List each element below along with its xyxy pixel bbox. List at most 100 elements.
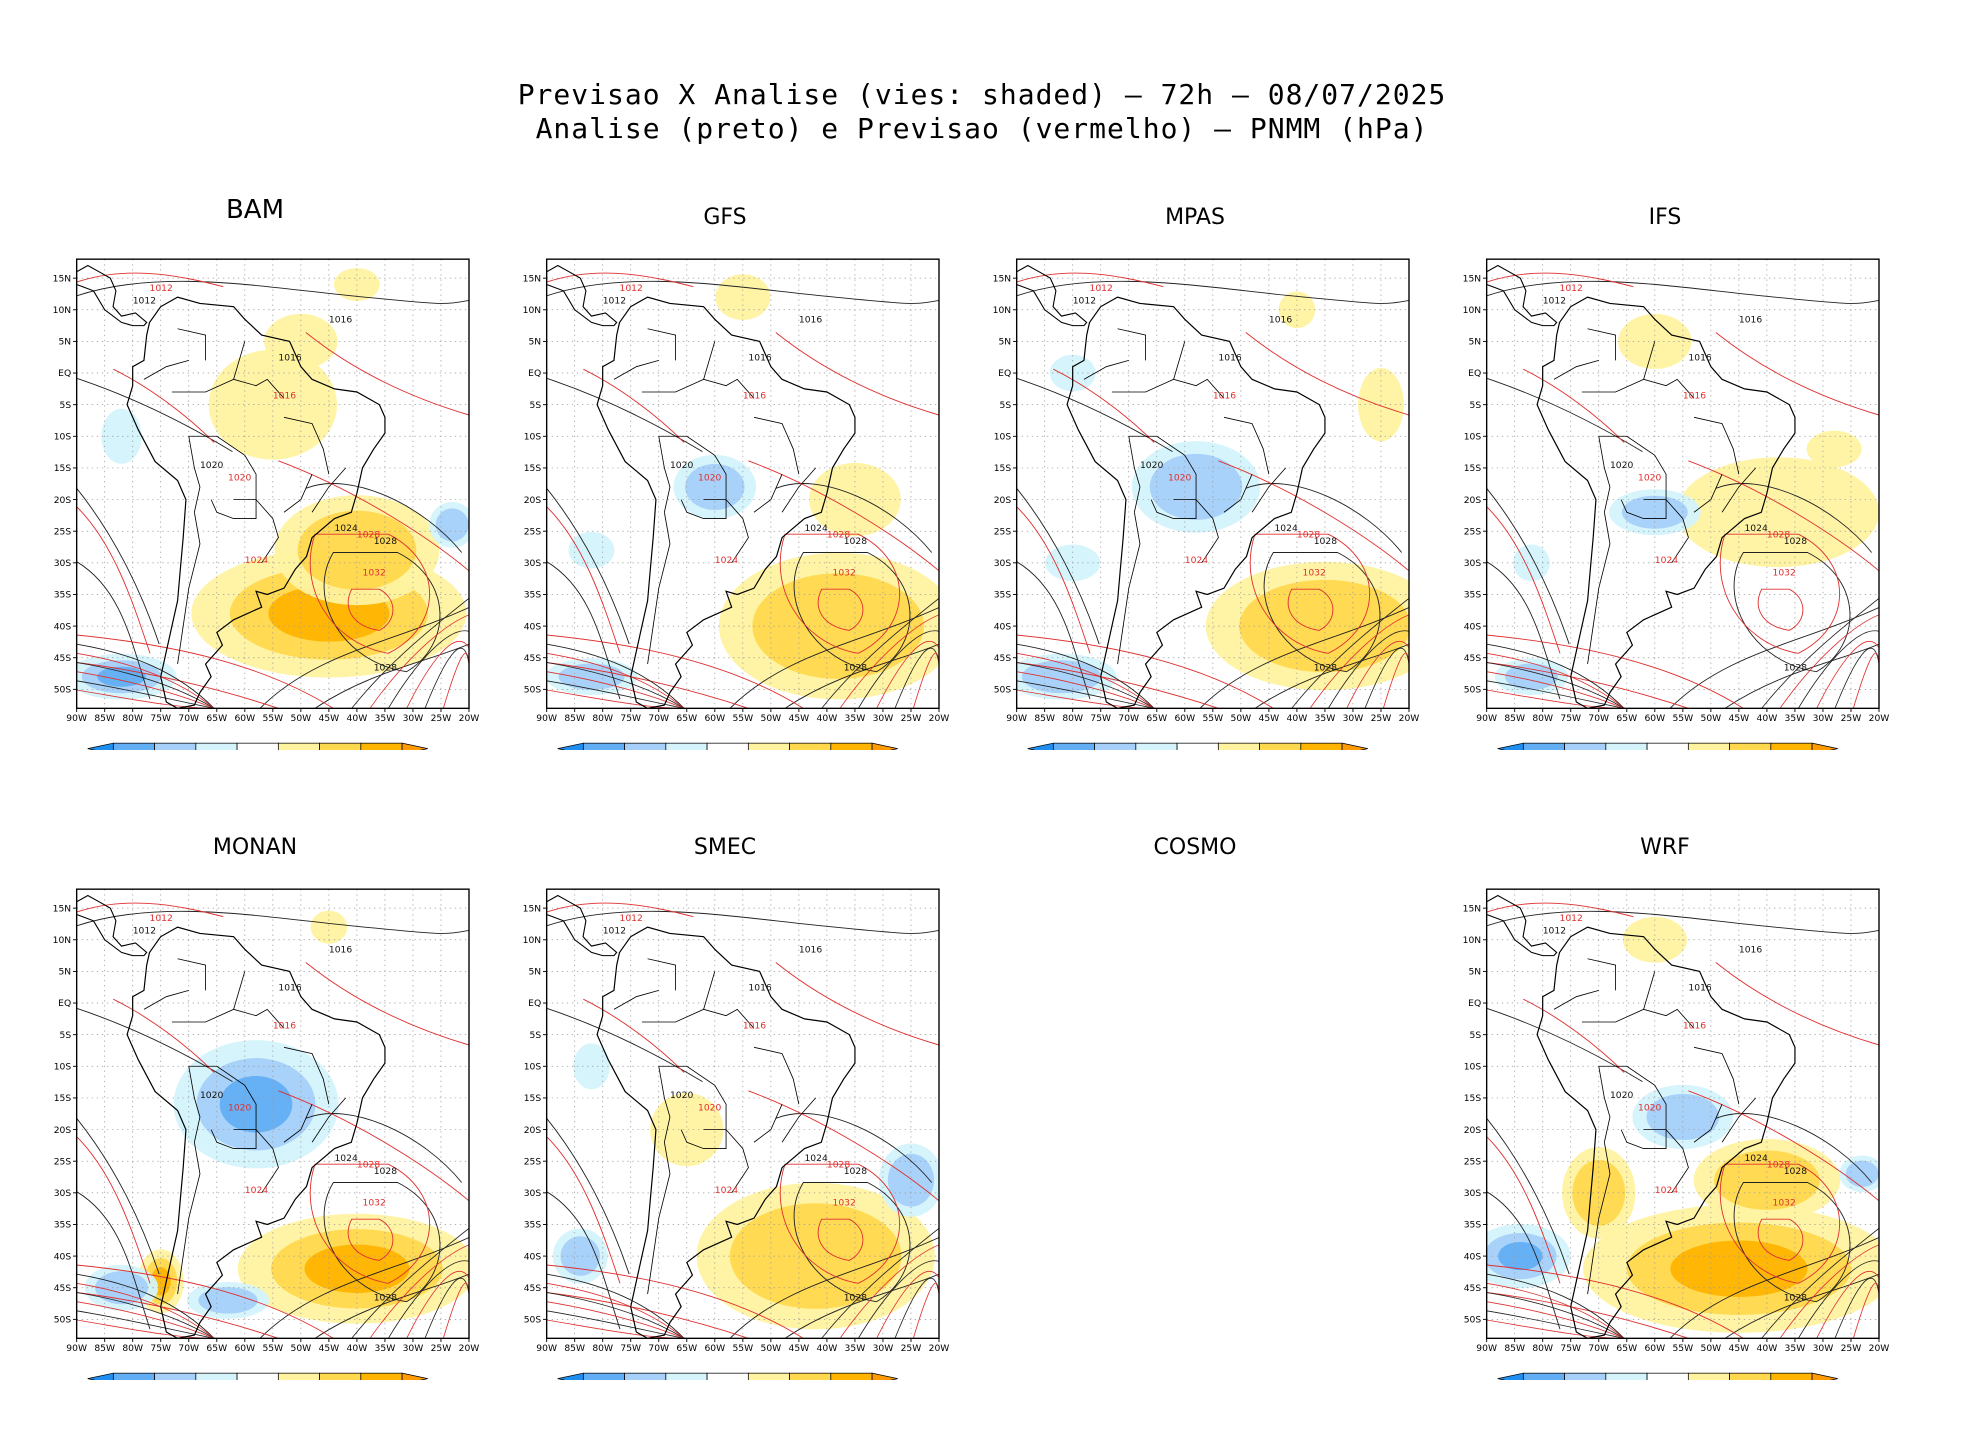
lon-label: 90W — [1006, 713, 1027, 724]
colorbar-arrow-low — [1027, 742, 1054, 750]
isobar-forecast — [583, 368, 685, 443]
isobar-label-analysis: 1028 — [374, 662, 397, 673]
colorbar-arrow-high — [1341, 742, 1368, 750]
lat-label: 10S — [524, 1062, 542, 1073]
isobar-dense — [546, 1273, 685, 1339]
colorbar-bin — [154, 1372, 197, 1380]
lat-label: 5S — [1470, 400, 1482, 411]
isobar-forecast — [1523, 998, 1625, 1073]
colorbar-bin — [1729, 1372, 1772, 1380]
isobar-dense — [839, 1244, 939, 1339]
lon-label: 25W — [1371, 713, 1392, 724]
isobar-dense — [76, 1292, 215, 1339]
colorbar-arrow-low — [1497, 1372, 1524, 1380]
isobar-label-forecast: 1020 — [698, 473, 721, 484]
colorbar-bin — [1605, 1372, 1648, 1380]
isobar-label-forecast: 1016 — [273, 390, 296, 401]
lon-label: 20W — [459, 1343, 480, 1354]
colorbar-bin — [1770, 742, 1813, 750]
colorbar-bin — [582, 742, 625, 750]
isobar-label-analysis: 1028 — [1784, 662, 1807, 673]
lon-label: 90W — [66, 713, 87, 724]
isobar-label-forecast: 1028 — [827, 530, 850, 541]
country-border — [171, 1008, 285, 1029]
colorbar-bin — [1094, 742, 1137, 750]
isobar-analysis — [1016, 280, 1409, 304]
isobar-dense — [1816, 1271, 1879, 1339]
bias-positive-area — [304, 1244, 410, 1293]
colorbar-bin — [112, 1372, 155, 1380]
country-border — [781, 467, 817, 513]
map-svg: 1012101610161020102410281028101210161020… — [1463, 888, 1889, 1380]
isobar-forecast — [1218, 460, 1409, 572]
lat-label: 10N — [53, 305, 72, 316]
lat-label: 40S — [54, 621, 72, 632]
panel-title: BAM — [225, 195, 285, 225]
isobar-label-analysis: 1012 — [1543, 295, 1566, 306]
lon-label: 75W — [150, 1343, 171, 1354]
bias-positive-area — [1714, 1150, 1820, 1210]
lat-label: EQ — [1468, 368, 1481, 379]
isobar-label-analysis: 1028 — [374, 536, 397, 547]
country-border — [311, 1097, 347, 1143]
isobar-dense — [1016, 671, 1155, 709]
colorbar-bin — [1646, 1372, 1689, 1380]
isobar-forecast — [1688, 460, 1879, 572]
isobar-dense — [1016, 662, 1155, 709]
isobar-analysis — [1486, 1118, 1570, 1275]
lat-label: 15N — [1463, 903, 1482, 914]
isobar-dense — [424, 648, 469, 709]
country-border — [647, 512, 671, 665]
country-border — [311, 467, 347, 513]
map-frame — [75, 258, 470, 710]
isobar-dense — [1486, 680, 1625, 709]
lat-label: 45S — [1464, 653, 1482, 664]
lat-label: EQ — [528, 998, 541, 1009]
bias-negative-area — [568, 531, 615, 569]
lon-label: 35W — [845, 713, 866, 724]
panel-bam: BAM 1012 1016 1016 1020 1024 1028 1028 1012 1016 1… — [40, 190, 480, 750]
lon-label: 35W — [1315, 713, 1336, 724]
isobar-analysis — [259, 607, 469, 709]
colorbar-bin — [624, 742, 667, 750]
lat-label: 50S — [524, 1315, 542, 1326]
isobar-forecast — [1715, 962, 1879, 1046]
isobar-dense — [406, 641, 469, 709]
isobar-forecast — [1719, 533, 1841, 654]
isobar-label-forecast: 1024 — [245, 1185, 268, 1196]
lon-label: 45W — [319, 713, 340, 724]
isobar-label-analysis: 1012 — [1073, 295, 1096, 306]
country-border — [177, 512, 201, 665]
panel-smec: SMEC 1012 1016 1016 1020 1024 1028 1028 1012 1016… — [510, 820, 950, 1380]
colorbar-bin — [665, 742, 708, 750]
country-border — [1620, 499, 1667, 519]
isobar-dense — [1834, 1278, 1879, 1339]
isobar-dense — [424, 1278, 469, 1339]
colorbar-bin — [236, 1372, 279, 1380]
isobar-label-forecast: 1020 — [228, 1103, 251, 1114]
isobar-dense — [76, 643, 215, 709]
colorbar-bin — [747, 1372, 790, 1380]
lat-label: 20S — [54, 1125, 72, 1136]
isobar-label-analysis: 1028 — [1784, 536, 1807, 547]
colorbar-arrow-high — [871, 742, 898, 750]
lon-label: 20W — [929, 1343, 950, 1354]
colorbar: -4-3-2-11234 — [1497, 742, 1838, 750]
bias-positive-area — [1670, 1240, 1808, 1297]
lat-label: 50S — [524, 685, 542, 696]
map-svg: 1012101610161020102410281028101210161020… — [1463, 258, 1889, 750]
colorbar-bin — [236, 742, 279, 750]
isobar-dense — [1309, 614, 1409, 709]
isobar-forecast — [1486, 1136, 1561, 1284]
colorbar: -4-3-2-11234 — [557, 742, 898, 750]
country-border — [680, 499, 727, 519]
lon-label: 40W — [1757, 1343, 1778, 1354]
lat-label: 35S — [524, 1220, 542, 1231]
isobar-dense — [1327, 630, 1409, 709]
isobar-label-forecast: 1032 — [1773, 567, 1796, 578]
isobar-forecast — [1287, 588, 1334, 631]
coastline-central-america — [1486, 264, 1558, 327]
lon-label: 85W — [94, 1343, 115, 1354]
colorbar-arrow-high — [401, 742, 428, 750]
isobar-analysis — [1486, 910, 1879, 934]
